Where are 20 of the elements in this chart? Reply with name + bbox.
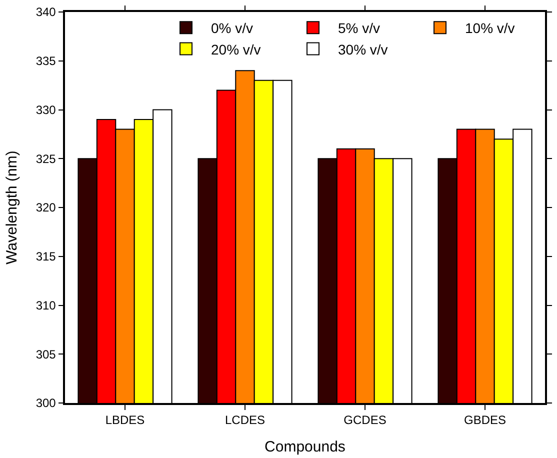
legend-label: 30% v/v [338,41,388,58]
x-axis-title: Compounds [264,438,346,456]
legend-label: 5% v/v [338,20,380,36]
y-axis-title: Wavelength (nm) [4,150,21,264]
x-tick-label: GCDES [344,413,386,428]
y-tick-label: 335 [36,54,56,68]
y-tick-label: 310 [36,298,56,312]
x-tick-label: LBDES [105,413,145,428]
legend-label: 0% v/v [211,20,254,36]
y-tick-label: 325 [36,152,56,166]
y-tick-label: 300 [36,396,56,410]
y-tick-label: 330 [36,102,56,117]
y-tick-label: 315 [36,250,56,264]
x-tick-label: GBDES [464,413,506,428]
x-tick-label: LCDES [224,413,266,428]
y-tick-label: 305 [36,347,56,362]
y-tick-label: 340 [36,5,56,20]
legend-label: 10% v/v [465,20,515,36]
y-tick-label: 320 [36,200,56,215]
legend-label: 20% v/v [211,41,261,58]
